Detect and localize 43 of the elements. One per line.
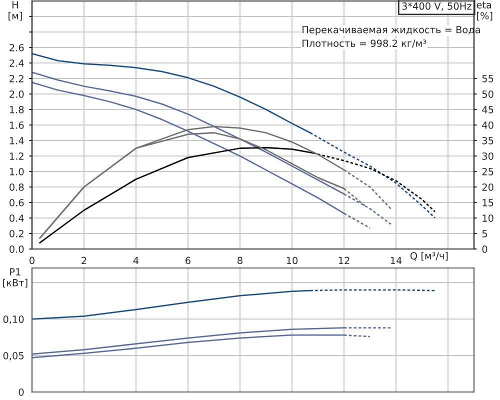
y2-tick-label: 5	[482, 230, 487, 238]
y-tick-label: 1.8	[10, 106, 24, 114]
x-tick-label: 10	[286, 256, 298, 264]
y-tick-label: 2.0	[10, 90, 24, 98]
x-tick-label: 12	[338, 256, 350, 264]
y-tick-label: 2.4	[10, 59, 24, 67]
y2-tick-label: 20	[482, 183, 494, 191]
y-tick-label: 0,05	[3, 352, 24, 360]
y-tick-label: 0,10	[3, 316, 24, 324]
x-tick-label: 8	[238, 256, 242, 264]
y2-tick-label: 10	[482, 214, 494, 222]
y-tick-label: 0.2	[10, 230, 24, 238]
y2-tick-label: 55	[482, 75, 494, 82]
y2-tick-label: 35	[482, 136, 494, 144]
y2-tick-label: 15	[482, 199, 494, 206]
x-axis-title: Q [м³/ч]	[410, 252, 448, 261]
y-tick-label: 0	[18, 388, 24, 396]
y2-axis-title: eta [%]	[476, 2, 492, 21]
y-tick-label: 0.8	[10, 183, 24, 191]
y-tick-label: 0.6	[10, 198, 24, 206]
annotation: Плотность = 998.2 кг/м³	[302, 40, 426, 48]
y-tick-label: 1.6	[10, 121, 24, 129]
y2-tick-label: 45	[482, 106, 494, 114]
x-tick-label: 0	[30, 256, 34, 264]
x-tick-label: 2	[82, 256, 86, 264]
x-tick-label: 4	[133, 256, 139, 264]
y2-tick-label: 50	[482, 90, 494, 98]
y-tick-label: 2.6	[10, 44, 24, 52]
x-tick-label: 6	[186, 256, 190, 264]
y-tick-label: 1.2	[10, 152, 24, 160]
y-tick-label: 1.4	[10, 137, 24, 144]
y-axis-title: H [м]	[8, 1, 22, 21]
y2-tick-label: 30	[482, 152, 494, 160]
y-axis-title: P1 [кВт]	[3, 268, 28, 288]
x-tick-label: 14	[390, 256, 402, 264]
y-tick-label: 0.0	[10, 245, 24, 253]
y-tick-label: 1.0	[10, 168, 24, 176]
chart-title: 3*400 V, 50Hz	[402, 2, 472, 11]
y2-tick-label: 40	[482, 121, 494, 129]
y2-tick-label: 0	[482, 245, 488, 253]
y-tick-label: 2.2	[10, 74, 24, 82]
y2-tick-label: 25	[482, 168, 494, 176]
y-tick-label: 0.4	[10, 214, 24, 222]
